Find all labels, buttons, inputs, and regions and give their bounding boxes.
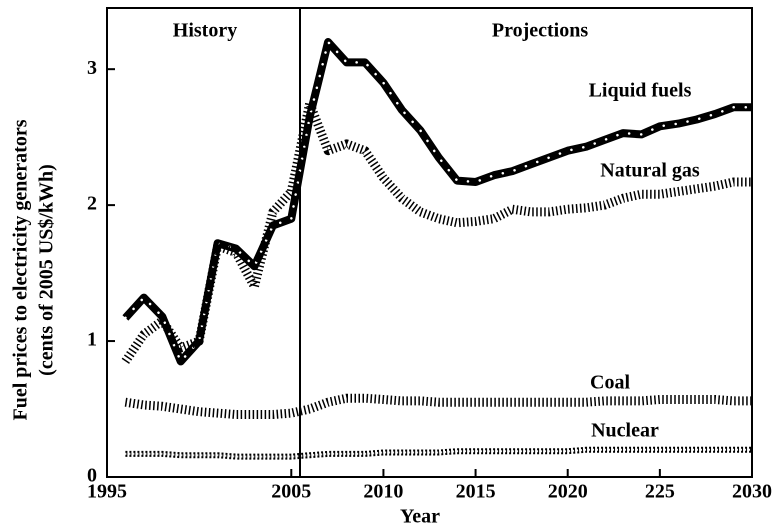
series-line [124, 393, 752, 419]
plot-frame [106, 7, 753, 478]
x-axis-label: Year [400, 506, 440, 528]
series-line [121, 98, 752, 364]
series-line [125, 446, 752, 460]
series-label: Coal [590, 372, 630, 394]
y-tick-label: 0 [87, 465, 97, 487]
x-tick-label: 2015 [456, 481, 496, 503]
series-line-pattern [125, 448, 752, 458]
y-tick-label: 3 [87, 57, 97, 79]
y-tick-label: 1 [87, 329, 97, 351]
y-axis-label: Fuel prices to electricity generators [10, 119, 32, 420]
x-tick-label: 2020 [548, 481, 588, 503]
projections-label: Projections [492, 20, 588, 42]
y-axis-label: (cents of 2005 US$/kWh) [36, 164, 58, 376]
x-tick-label: 2030 [732, 481, 772, 503]
history-label: History [173, 20, 237, 42]
x-tick-label: 2010 [363, 481, 403, 503]
series-label: Liquid fuels [589, 80, 692, 102]
y-tick-label: 2 [87, 193, 97, 215]
x-tick-label: 225 [645, 481, 675, 503]
series-label: Natural gas [600, 160, 700, 182]
series-label: Nuclear [591, 420, 659, 442]
x-tick-label: 1995 [87, 481, 127, 503]
x-tick-label: 2005 [271, 481, 311, 503]
